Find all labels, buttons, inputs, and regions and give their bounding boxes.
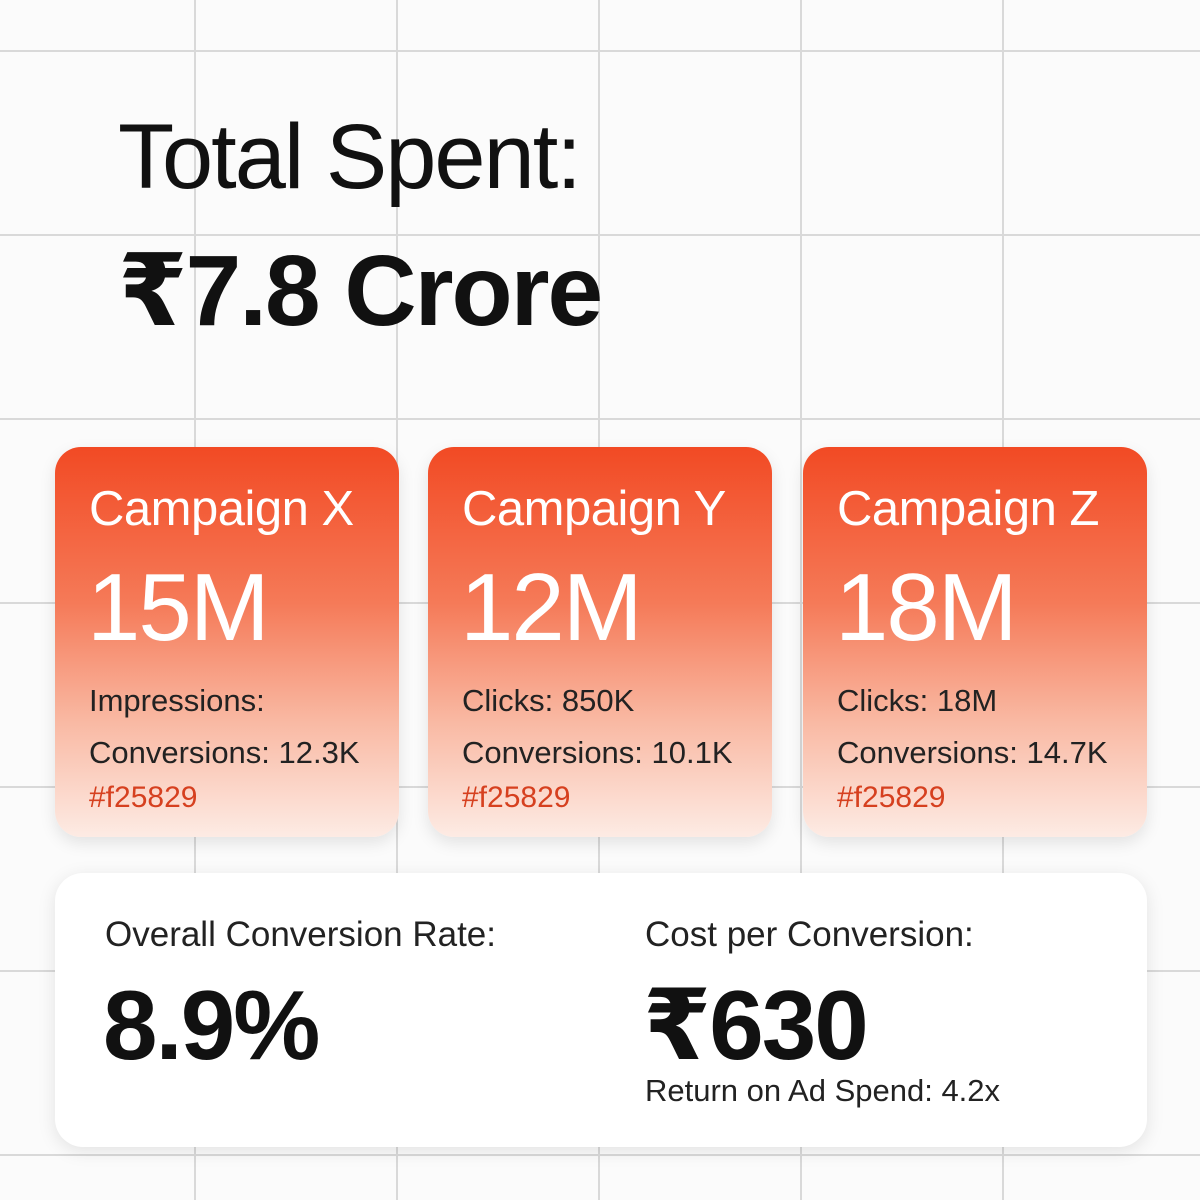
card-title: Campaign Y bbox=[462, 482, 726, 536]
card-line: Clicks: 18M bbox=[837, 683, 998, 718]
campaign-card: Campaign Y 12M Clicks: 850K Conversions: 10… bbox=[428, 447, 772, 837]
campaign-card: Campaign X 15M Impressions: Conversions: 12… bbox=[55, 447, 399, 837]
card-line: Conversions: 12.3K bbox=[89, 735, 360, 770]
color-code: #f25829 bbox=[837, 781, 946, 814]
total-value: ₹7.8 Crore bbox=[118, 235, 603, 347]
card-line: Conversions: 10.1K bbox=[462, 735, 733, 770]
label: Cost per Conversion: bbox=[645, 915, 974, 954]
card-line: Impressions: bbox=[89, 683, 265, 718]
value: 8.9% bbox=[103, 970, 320, 1080]
campaign-card: Campaign Z 18M Clicks: 18M Conversions: 14.… bbox=[803, 447, 1147, 837]
color-code: #f25829 bbox=[462, 781, 571, 814]
title: Total Spent: bbox=[118, 106, 582, 208]
value: ₹630 bbox=[643, 970, 869, 1080]
card-title: Campaign Z bbox=[837, 482, 1099, 536]
card-value: 15M bbox=[87, 554, 270, 661]
roas: Return on Ad Spend: 4.2x bbox=[645, 1073, 1001, 1108]
card-value: 18M bbox=[835, 554, 1018, 661]
card-value: 12M bbox=[460, 554, 643, 661]
card-title: Campaign X bbox=[89, 482, 354, 536]
card-line: Clicks: 850K bbox=[462, 683, 635, 718]
color-code: #f25829 bbox=[89, 781, 198, 814]
summary-panel: Overall Conversion Rate: 8.9% Cost per C… bbox=[55, 873, 1147, 1147]
label: Overall Conversion Rate: bbox=[105, 915, 496, 954]
card-line: Conversions: 14.7K bbox=[837, 735, 1108, 770]
